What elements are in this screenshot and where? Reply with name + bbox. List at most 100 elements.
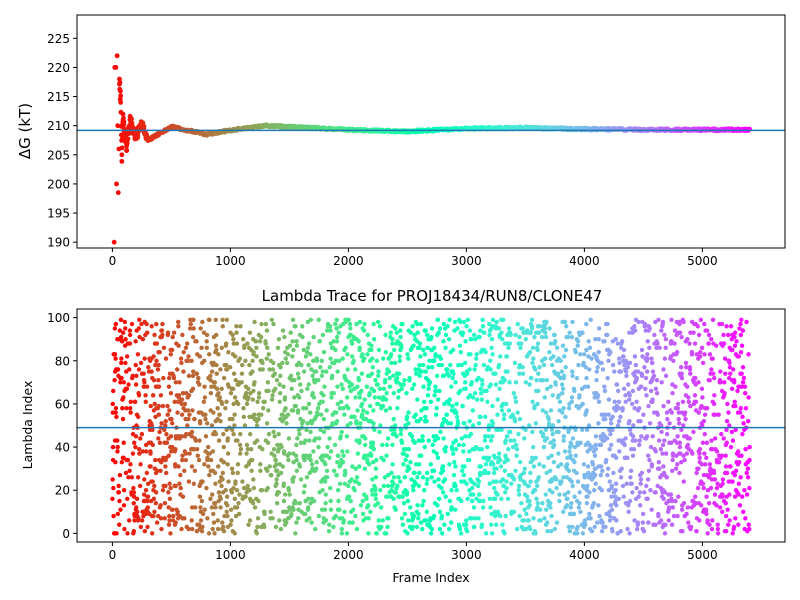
lambda-point	[359, 412, 365, 417]
lambda-point	[624, 373, 629, 379]
lambda-point	[153, 457, 158, 463]
lambda-point	[659, 423, 664, 428]
lambda-point	[560, 390, 565, 396]
lambda-point	[634, 485, 639, 491]
lambda-point	[490, 421, 496, 426]
lambda-point	[376, 347, 382, 353]
lambda-point	[462, 421, 467, 426]
lambda-point	[357, 438, 362, 443]
lambda-point	[675, 401, 681, 407]
lambda-point	[483, 349, 488, 355]
lambda-point	[452, 507, 458, 512]
lambda-point	[294, 457, 299, 463]
lambda-point	[465, 317, 471, 322]
lambda-point	[450, 347, 456, 353]
lambda-point	[153, 362, 158, 368]
lambda-point	[142, 380, 147, 385]
lambda-point	[278, 373, 283, 379]
lambda-point	[356, 377, 362, 383]
lambda-point	[458, 349, 464, 355]
lambda-point	[130, 373, 135, 379]
lambda-point	[569, 399, 574, 404]
lambda-point	[411, 343, 416, 348]
lambda-point	[334, 317, 339, 322]
lambda-point	[196, 457, 202, 463]
lambda-point	[350, 464, 355, 469]
lambda-point	[551, 459, 557, 465]
lambda-point	[453, 380, 458, 385]
lambda-point	[621, 354, 626, 359]
lambda-point	[216, 438, 222, 443]
lambda-point	[746, 522, 751, 527]
lambda-point	[145, 505, 150, 510]
lambda-point	[425, 345, 430, 351]
delta-g-point	[113, 65, 119, 70]
lambda-point	[176, 324, 181, 329]
lambda-point	[537, 324, 542, 329]
lambda-point	[204, 421, 210, 426]
lambda-point	[483, 470, 488, 476]
lambda-point	[412, 332, 417, 338]
delta-g-point	[111, 239, 117, 245]
lambda-point	[286, 436, 292, 441]
lambda-point	[384, 390, 389, 396]
lambda-point	[321, 349, 327, 355]
lambda-point	[134, 496, 140, 502]
lambda-point	[207, 472, 212, 478]
lambda-point	[269, 317, 275, 322]
lambda-point	[384, 494, 390, 499]
lambda-point	[729, 386, 735, 392]
lambda-point	[497, 386, 502, 392]
lambda-point	[160, 403, 166, 409]
lambda-point	[724, 529, 729, 534]
lambda-point	[144, 470, 150, 476]
lambda-point	[699, 345, 705, 351]
lambda-point	[327, 436, 332, 441]
lambda-point	[741, 375, 747, 381]
lambda-point	[629, 401, 635, 407]
lambda-point	[415, 397, 420, 402]
lambda-point	[498, 464, 504, 469]
lambda-point	[721, 436, 726, 441]
lambda-point	[391, 390, 397, 396]
lambda-point	[645, 496, 650, 502]
lambda-point	[134, 505, 139, 510]
lambda-point	[142, 529, 148, 534]
lambda-point	[740, 365, 746, 370]
lambda-point	[244, 451, 249, 456]
lambda-point	[398, 427, 404, 433]
lambda-point	[159, 328, 165, 333]
lambda-point	[389, 488, 394, 493]
lambda-point	[360, 498, 365, 504]
lambda-point	[463, 339, 468, 344]
lambda-point	[270, 516, 275, 521]
lambda-point	[127, 328, 133, 333]
lambda-point	[417, 341, 423, 346]
lambda-point	[151, 393, 156, 398]
lambda-point	[274, 462, 279, 467]
lambda-point	[723, 500, 728, 506]
lambda-point	[229, 490, 235, 495]
lambda-point	[530, 399, 535, 404]
lambda-point	[548, 341, 554, 346]
lambda-point	[207, 317, 212, 322]
lambda-point	[588, 516, 593, 521]
lambda-point	[663, 522, 668, 527]
lambda-point	[378, 505, 384, 510]
lambda-point	[417, 470, 422, 476]
lambda-point	[133, 339, 138, 344]
lambda-point	[440, 421, 445, 426]
lambda-point	[308, 317, 314, 322]
lambda-point	[493, 455, 498, 461]
lambda-point	[732, 343, 738, 348]
lambda-point	[131, 490, 137, 495]
lambda-point	[535, 500, 540, 506]
lambda-point	[647, 326, 652, 331]
lambda-point	[325, 444, 330, 450]
lambda-point	[562, 449, 568, 454]
lambda-point	[469, 380, 474, 385]
lambda-point	[392, 360, 398, 366]
lambda-point	[132, 440, 137, 445]
lambda-point	[383, 377, 388, 383]
lambda-point	[114, 531, 119, 536]
